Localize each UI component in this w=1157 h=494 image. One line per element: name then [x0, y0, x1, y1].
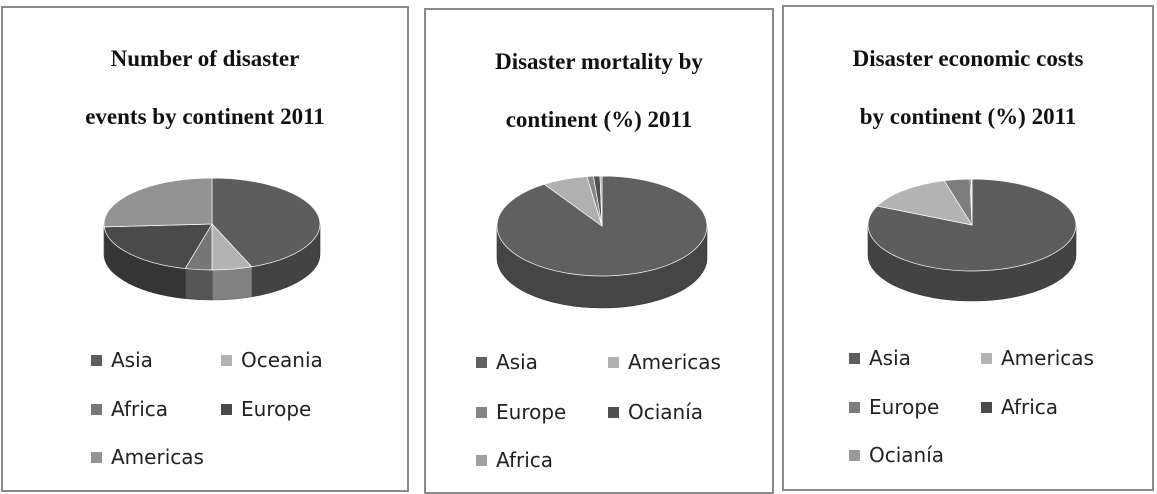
chart-panel-disaster-events: Number of disaster events by continent 2… [1, 6, 409, 492]
chart-title-line-1: Disaster economic costs [784, 46, 1152, 72]
pie-slice-side [212, 267, 252, 300]
legend-swatch [849, 402, 860, 413]
pie-chart [495, 174, 709, 310]
legend-swatch [91, 404, 102, 415]
legend-swatch [849, 353, 860, 364]
legend-label: Americas [1001, 346, 1094, 370]
legend-item: Ocianía [849, 444, 944, 466]
legend-item: Asia [91, 349, 153, 371]
legend-label: Africa [496, 448, 553, 472]
legend-swatch [608, 407, 619, 418]
legend-item: Americas [91, 446, 204, 468]
legend-swatch [476, 357, 487, 368]
legend-label: Asia [496, 350, 538, 374]
legend-label: Africa [1001, 395, 1058, 419]
legend-swatch [91, 452, 102, 463]
chart-title-line-2: continent (%) 2011 [426, 107, 772, 133]
pie-chart [866, 177, 1078, 311]
legend-item: Europe [221, 398, 311, 420]
chart-title-line-2: by continent (%) 2011 [784, 104, 1152, 130]
pie-slice-side [185, 269, 212, 300]
legend-item: Americas [608, 351, 721, 373]
legend-label: Ocianía [628, 400, 703, 424]
legend-label: Europe [869, 395, 939, 419]
chart-panel-disaster-economic-costs: Disaster economic costs by continent (%)… [782, 5, 1154, 491]
legend-item: Africa [91, 398, 168, 420]
legend-item: Ocianía [608, 401, 703, 423]
legend-item: Europe [476, 401, 566, 423]
legend-swatch [476, 455, 487, 466]
legend-label: Asia [869, 346, 911, 370]
legend-label: Europe [496, 400, 566, 424]
legend-label: Ocianía [869, 443, 944, 467]
legend-item: Americas [981, 347, 1094, 369]
legend-item: Asia [849, 347, 911, 369]
legend-label: Africa [111, 397, 168, 421]
legend-swatch [981, 402, 992, 413]
legend-swatch [608, 357, 619, 368]
legend-label: Europe [241, 397, 311, 421]
legend-swatch [849, 450, 860, 461]
legend-swatch [981, 353, 992, 364]
legend-label: Americas [111, 445, 204, 469]
pie-slice [104, 178, 212, 227]
pie-chart [102, 176, 322, 311]
legend-item: Europe [849, 396, 939, 418]
legend-swatch [476, 407, 487, 418]
legend-item: Africa [981, 396, 1058, 418]
legend-swatch [221, 404, 232, 415]
legend-label: Asia [111, 348, 153, 372]
chart-title-line-2: events by continent 2011 [3, 104, 407, 130]
legend-swatch [91, 355, 102, 366]
legend-item: Asia [476, 351, 538, 373]
chart-title-line-1: Disaster mortality by [426, 49, 772, 75]
legend-label: Americas [628, 350, 721, 374]
legend-item: Oceania [221, 349, 323, 371]
chart-panel-disaster-mortality: Disaster mortality by continent (%) 2011… [424, 8, 774, 494]
chart-title-line-1: Number of disaster [3, 46, 407, 72]
legend-swatch [221, 355, 232, 366]
legend-item: Africa [476, 449, 553, 471]
legend-label: Oceania [241, 348, 323, 372]
